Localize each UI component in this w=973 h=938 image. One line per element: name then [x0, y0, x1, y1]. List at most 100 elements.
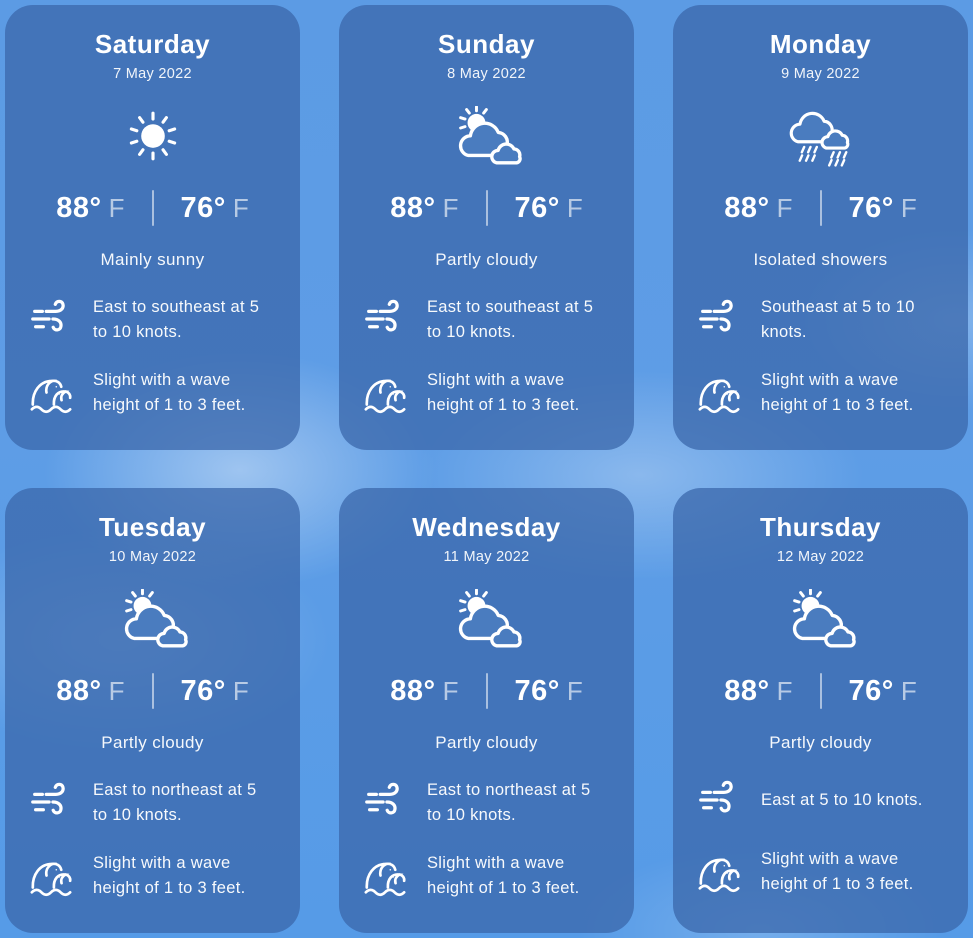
- wind-info-row: East to northeast at 5 to 10 knots.: [361, 778, 612, 828]
- sea-text: Slight with a wave height of 1 to 3 feet…: [93, 854, 246, 898]
- isolated-showers-icon: [781, 97, 861, 175]
- date-label: 9 May 2022: [781, 66, 860, 82]
- wave-icon: [361, 853, 408, 899]
- wind-text: Southeast at 5 to 10 knots.: [761, 298, 915, 342]
- high-temp-value: 88°: [724, 674, 770, 707]
- forecast-card: Wednesday 11 May 2022 88° F 76° F Partly…: [339, 488, 634, 933]
- wind-info-row: East to southeast at 5 to 10 knots.: [361, 295, 612, 345]
- temperature-row: 88° F 76° F: [724, 671, 917, 711]
- temp-unit: F: [108, 675, 125, 706]
- sunny-icon: [125, 97, 181, 175]
- details-section: Southeast at 5 to 10 knots. Slight with …: [695, 295, 946, 418]
- wind-text: East at 5 to 10 knots.: [761, 791, 923, 810]
- temp-unit: F: [442, 192, 459, 223]
- wave-icon: [695, 849, 742, 895]
- forecast-card: Sunday 8 May 2022 88° F 76° F Partly clo…: [339, 5, 634, 450]
- sea-info-row: Slight with a wave height of 1 to 3 feet…: [27, 851, 278, 901]
- date-label: 7 May 2022: [113, 66, 192, 82]
- details-section: East to southeast at 5 to 10 knots. Slig…: [27, 295, 278, 418]
- low-temp-value: 76°: [514, 674, 560, 707]
- low-temperature: 76° F: [515, 675, 583, 708]
- partly-cloudy-icon: [447, 97, 527, 175]
- wind-info-row: East to southeast at 5 to 10 knots.: [27, 295, 278, 345]
- wind-info-row: East to northeast at 5 to 10 knots.: [27, 778, 278, 828]
- temp-divider: [485, 673, 488, 709]
- low-temp-value: 76°: [848, 191, 894, 224]
- low-temp-value: 76°: [514, 191, 560, 224]
- day-name: Monday: [769, 29, 872, 59]
- sea-text: Slight with a wave height of 1 to 3 feet…: [761, 371, 914, 415]
- wave-icon: [695, 370, 742, 416]
- low-temperature: 76° F: [181, 192, 249, 225]
- high-temperature: 88° F: [724, 675, 792, 708]
- temp-unit: F: [442, 675, 459, 706]
- partly-cloudy-icon: [447, 580, 527, 658]
- high-temperature: 88° F: [390, 675, 458, 708]
- temperature-row: 88° F 76° F: [56, 188, 249, 228]
- date-label: 8 May 2022: [447, 66, 526, 82]
- condition-label: Partly cloudy: [435, 250, 538, 269]
- details-section: East at 5 to 10 knots. Slight with a wav…: [695, 778, 946, 897]
- sea-info-row: Slight with a wave height of 1 to 3 feet…: [361, 851, 612, 901]
- details-section: East to southeast at 5 to 10 knots. Slig…: [361, 295, 612, 418]
- temp-unit: F: [776, 675, 793, 706]
- temp-unit: F: [232, 675, 249, 706]
- wave-icon: [27, 370, 74, 416]
- temp-unit: F: [108, 192, 125, 223]
- wind-icon: [27, 780, 74, 826]
- wave-icon: [27, 853, 74, 899]
- temperature-row: 88° F 76° F: [724, 188, 917, 228]
- wind-icon: [695, 778, 742, 824]
- date-label: 12 May 2022: [776, 549, 865, 565]
- low-temp-value: 76°: [180, 191, 226, 224]
- low-temp-value: 76°: [848, 674, 894, 707]
- day-name: Tuesday: [98, 512, 207, 542]
- wind-icon: [27, 297, 74, 343]
- forecast-card: Monday 9 May 2022 88° F: [673, 5, 968, 450]
- wind-info-row: Southeast at 5 to 10 knots.: [695, 295, 946, 345]
- wind-text: East to southeast at 5 to 10 knots.: [427, 298, 594, 342]
- high-temp-value: 88°: [56, 674, 102, 707]
- details-section: East to northeast at 5 to 10 knots. Slig…: [27, 778, 278, 901]
- temp-unit: F: [900, 192, 917, 223]
- sea-text: Slight with a wave height of 1 to 3 feet…: [93, 371, 246, 415]
- day-name: Saturday: [94, 29, 211, 59]
- temp-unit: F: [566, 192, 583, 223]
- low-temperature: 76° F: [849, 192, 917, 225]
- temp-divider: [819, 673, 822, 709]
- high-temp-value: 88°: [390, 191, 436, 224]
- temperature-row: 88° F 76° F: [390, 671, 583, 711]
- high-temperature: 88° F: [56, 675, 124, 708]
- day-name: Thursday: [759, 512, 882, 542]
- low-temperature: 76° F: [849, 675, 917, 708]
- condition-label: Partly cloudy: [101, 733, 204, 752]
- condition-label: Partly cloudy: [435, 733, 538, 752]
- low-temperature: 76° F: [515, 192, 583, 225]
- temp-unit: F: [232, 192, 249, 223]
- temperature-row: 88° F 76° F: [390, 188, 583, 228]
- forecast-card: Saturday 7 May 2022 88° F 76° F: [5, 5, 300, 450]
- temp-unit: F: [776, 192, 793, 223]
- wind-text: East to northeast at 5 to 10 knots.: [427, 781, 591, 825]
- sea-text: Slight with a wave height of 1 to 3 feet…: [427, 371, 580, 415]
- condition-label: Partly cloudy: [769, 733, 872, 752]
- temp-divider: [819, 190, 822, 226]
- day-name: Sunday: [438, 29, 535, 59]
- sea-info-row: Slight with a wave height of 1 to 3 feet…: [27, 368, 278, 418]
- temp-divider: [151, 673, 154, 709]
- partly-cloudy-icon: [113, 580, 193, 658]
- wave-icon: [361, 370, 408, 416]
- forecast-card: Tuesday 10 May 2022 88° F 76° F Partly c…: [5, 488, 300, 933]
- forecast-card: Thursday 12 May 2022 88° F 76° F Partly …: [673, 488, 968, 933]
- temp-unit: F: [566, 675, 583, 706]
- low-temperature: 76° F: [181, 675, 249, 708]
- temp-unit: F: [900, 675, 917, 706]
- high-temperature: 88° F: [56, 192, 124, 225]
- wind-info-row: East at 5 to 10 knots.: [695, 778, 946, 824]
- high-temperature: 88° F: [390, 192, 458, 225]
- sea-text: Slight with a wave height of 1 to 3 feet…: [427, 854, 580, 898]
- condition-label: Isolated showers: [753, 250, 888, 269]
- wind-text: East to northeast at 5 to 10 knots.: [93, 781, 257, 825]
- sea-info-row: Slight with a wave height of 1 to 3 feet…: [695, 847, 946, 897]
- partly-cloudy-icon: [781, 580, 861, 658]
